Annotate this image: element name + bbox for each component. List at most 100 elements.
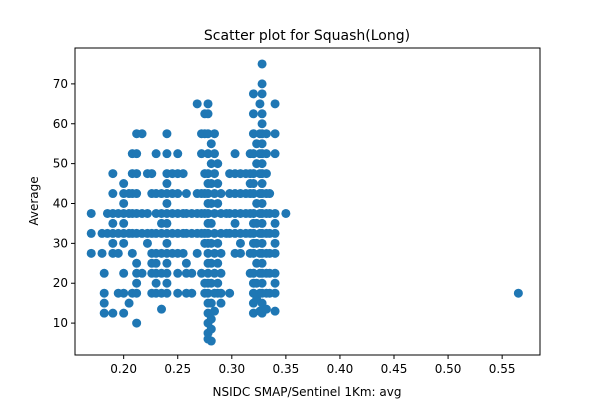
- scatter-point: [210, 189, 219, 199]
- scatter-point: [108, 169, 118, 179]
- scatter-point: [248, 228, 258, 238]
- scatter-point: [248, 268, 258, 278]
- y-tick-label: 10: [53, 316, 68, 330]
- scatter-point: [230, 149, 240, 159]
- scatter-point: [257, 139, 267, 149]
- y-tick-label: 70: [53, 77, 68, 91]
- x-tick-label: 0.50: [435, 362, 462, 376]
- scatter-point: [257, 218, 267, 228]
- scatter-point: [162, 218, 172, 228]
- scatter-point: [261, 304, 271, 314]
- scatter-point: [248, 179, 258, 189]
- scatter-point: [151, 278, 161, 288]
- scatter-point: [257, 59, 267, 69]
- scatter-point: [206, 159, 216, 169]
- scatter-point: [213, 278, 223, 288]
- scatter-point: [173, 268, 183, 278]
- scatter-point: [270, 278, 280, 288]
- scatter-point: [213, 258, 223, 268]
- scatter-point: [203, 109, 213, 119]
- scatter-point: [203, 169, 213, 179]
- scatter-point: [216, 189, 226, 199]
- scatter-point: [181, 189, 191, 199]
- x-tick-label: 0.30: [218, 362, 245, 376]
- x-tick-label: 0.35: [273, 362, 300, 376]
- scatter-point: [142, 208, 152, 218]
- y-tick-label: 30: [53, 236, 68, 250]
- scatter-point: [203, 149, 213, 159]
- scatter-point: [203, 248, 213, 258]
- scatter-point: [119, 308, 129, 318]
- scatter-point: [147, 169, 157, 179]
- x-tick-label: 0.45: [381, 362, 408, 376]
- scatter-point: [248, 208, 258, 218]
- scatter-point: [257, 258, 267, 268]
- scatter-point: [257, 278, 267, 288]
- scatter-point: [151, 149, 161, 159]
- scatter-point: [225, 288, 235, 298]
- scatter-point: [216, 288, 226, 298]
- scatter-point: [270, 218, 280, 228]
- scatter-point: [206, 324, 216, 334]
- scatter-point: [216, 248, 226, 258]
- scatter-point: [257, 179, 267, 189]
- scatter-point: [178, 248, 188, 258]
- scatter-point: [203, 189, 213, 199]
- y-axis-ticks: 10 20 30 40 50 60 70: [53, 77, 75, 330]
- scatter-point: [162, 288, 172, 298]
- x-axis-label: NSIDC SMAP/Sentinel 1Km: avg: [213, 385, 402, 399]
- scatter-point: [192, 248, 202, 258]
- scatter-point: [210, 228, 219, 238]
- scatter-point: [197, 268, 207, 278]
- scatter-point: [270, 238, 280, 248]
- scatter-point: [213, 238, 223, 248]
- scatter-point: [257, 119, 267, 129]
- scatter-point: [206, 314, 216, 324]
- scatter-point: [108, 308, 118, 318]
- scatter-point: [206, 198, 216, 208]
- y-tick-label: 40: [53, 196, 68, 210]
- scatter-point: [162, 129, 172, 139]
- scatter-point: [206, 179, 216, 189]
- scatter-point: [119, 198, 129, 208]
- scatter-point: [108, 218, 118, 228]
- scatter-point: [173, 288, 183, 298]
- scatter-point: [137, 129, 147, 139]
- scatter-point: [108, 189, 118, 199]
- scatter-point: [257, 89, 267, 99]
- scatter-point: [257, 79, 267, 89]
- scatter-point: [270, 208, 280, 218]
- scatter-point: [248, 89, 258, 99]
- scatter-point: [206, 218, 216, 228]
- scatter-point: [132, 258, 142, 268]
- scatter-point: [99, 268, 109, 278]
- scatter-point: [178, 169, 188, 179]
- scatter-point: [187, 288, 197, 298]
- scatter-point: [206, 336, 216, 346]
- scatter-point: [162, 179, 172, 189]
- scatter-point: [261, 149, 271, 159]
- scatter-point: [203, 228, 213, 238]
- scatter-point: [173, 189, 183, 199]
- data-points: [86, 59, 523, 346]
- scatter-point: [162, 238, 172, 248]
- scatter-point: [213, 198, 223, 208]
- scatter-point: [230, 218, 240, 228]
- y-tick-label: 20: [53, 276, 68, 290]
- scatter-point: [270, 248, 280, 258]
- scatter-point: [248, 248, 258, 258]
- scatter-point: [210, 306, 219, 316]
- scatter-point: [213, 159, 223, 169]
- scatter-point: [210, 268, 219, 278]
- scatter-point: [203, 288, 213, 298]
- scatter-point: [206, 258, 216, 268]
- scatter-point: [132, 149, 142, 159]
- scatter-point: [86, 228, 96, 238]
- y-tick-label: 50: [53, 157, 68, 171]
- scatter-point: [270, 268, 280, 278]
- scatter-point: [203, 129, 213, 139]
- scatter-point: [132, 288, 142, 298]
- scatter-point: [235, 238, 245, 248]
- scatter-point: [206, 139, 216, 149]
